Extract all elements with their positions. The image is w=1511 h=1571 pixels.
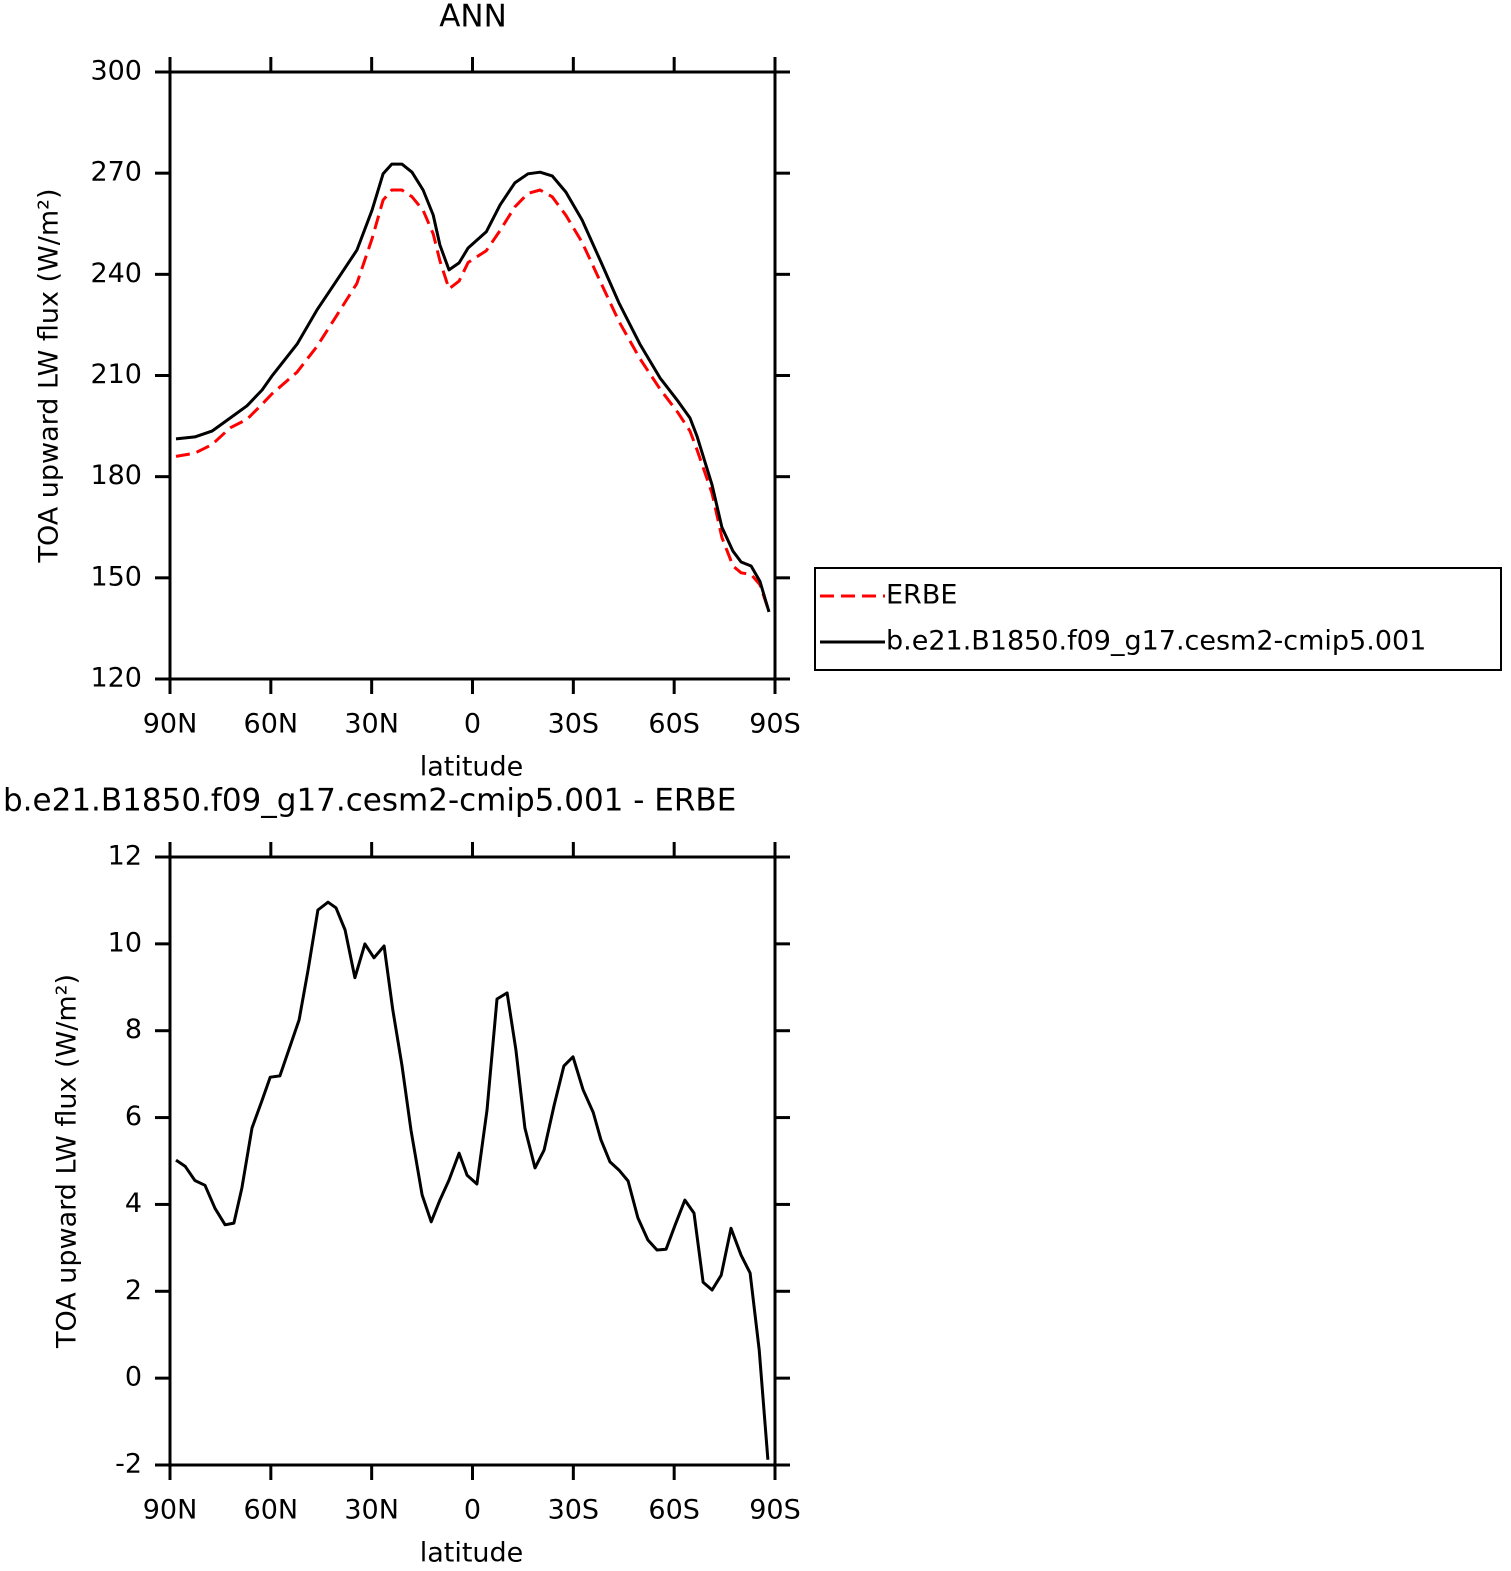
x-tick-label: 90N — [143, 709, 198, 740]
x-tick-label: 30S — [548, 1495, 600, 1526]
x-tick-label: 90S — [749, 709, 801, 740]
x-axis-label: latitude — [420, 752, 524, 783]
y-tick-label: -2 — [115, 1449, 142, 1480]
data-line — [175, 900, 770, 1460]
y-tick-label: 4 — [125, 1188, 142, 1219]
plot-frame — [168, 70, 777, 681]
data-line — [175, 188, 771, 613]
legend-box — [814, 567, 1502, 671]
y-tick-label: 6 — [125, 1101, 142, 1132]
x-tick-label: 0 — [464, 709, 481, 740]
y-tick-label: 8 — [125, 1014, 142, 1045]
data-line — [175, 162, 771, 613]
y-tick-label: 0 — [125, 1362, 142, 1393]
y-tick-label: 300 — [90, 56, 142, 87]
y-axis-label: TOA upward LW flux (W/m²) — [52, 974, 83, 1349]
y-tick-label: 240 — [90, 258, 142, 289]
x-tick-label: 60S — [648, 1495, 700, 1526]
x-tick-label: 30S — [548, 709, 600, 740]
x-tick-label: 60N — [244, 1495, 299, 1526]
x-tick-label: 90N — [143, 1495, 198, 1526]
y-tick-label: 10 — [108, 927, 142, 958]
legend-label: b.e21.B1850.f09_g17.cesm2-cmip5.001 — [886, 626, 1426, 657]
x-tick-label: 60S — [648, 709, 700, 740]
y-tick-label: 12 — [108, 841, 142, 872]
x-tick-label: 90S — [749, 1495, 801, 1526]
y-tick-label: 2 — [125, 1275, 142, 1306]
x-tick-label: 0 — [464, 1495, 481, 1526]
y-tick-label: 150 — [90, 561, 142, 592]
plot-frame — [168, 855, 777, 1467]
x-tick-label: 30N — [344, 1495, 399, 1526]
y-tick-label: 180 — [90, 460, 142, 491]
x-axis-label: latitude — [420, 1538, 524, 1569]
chart-title: b.e21.B1850.f09_g17.cesm2-cmip5.001 - ER… — [3, 783, 736, 819]
x-tick-label: 60N — [244, 709, 299, 740]
legend-label: ERBE — [886, 580, 957, 611]
chart-title: ANN — [439, 0, 507, 35]
y-tick-label: 210 — [90, 359, 142, 390]
y-tick-label: 120 — [90, 663, 142, 694]
y-axis-label: TOA upward LW flux (W/m²) — [34, 188, 65, 563]
x-tick-label: 30N — [344, 709, 399, 740]
y-tick-label: 270 — [90, 157, 142, 188]
